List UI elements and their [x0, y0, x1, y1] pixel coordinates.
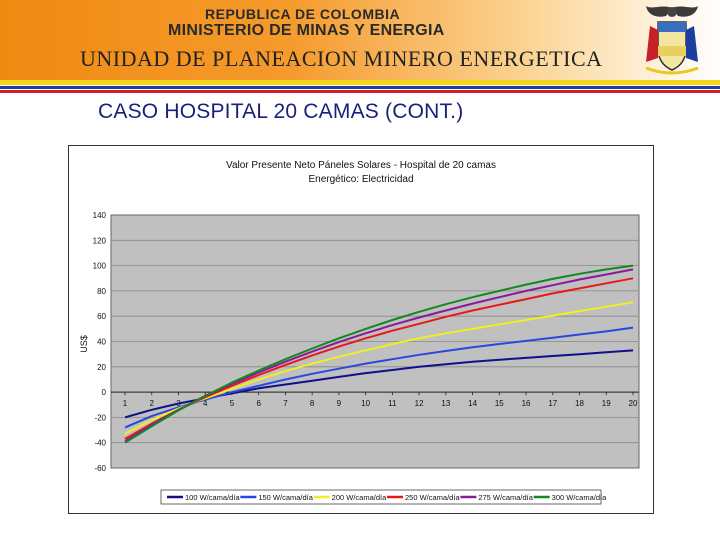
- x-tick-label: 10: [361, 399, 370, 408]
- header-unit: UNIDAD DE PLANEACION MINERO ENERGETICA: [80, 46, 603, 71]
- series-line-2: [124, 326, 634, 429]
- x-tick-label: 2: [150, 399, 155, 408]
- x-tick-label: 11: [388, 399, 397, 408]
- y-axis-label: US$: [79, 335, 89, 353]
- y-tick-label: 140: [93, 211, 107, 220]
- x-tick-label: 1: [123, 399, 128, 408]
- legend-label-1: 100 W/cama/día: [185, 493, 240, 502]
- legend-label-5: 275 W/cama/día: [478, 493, 533, 502]
- flag-stripes: [0, 80, 720, 96]
- x-tick-label: 14: [468, 399, 477, 408]
- header-ministry: MINISTERIO DE MINAS Y ENERGIA: [168, 22, 445, 39]
- y-tick-label: 80: [97, 287, 106, 296]
- y-tick-label: -40: [94, 439, 106, 448]
- chart-title: Valor Presente Neto Páneles Solares - Ho…: [226, 160, 496, 171]
- series-line-3: [124, 301, 634, 435]
- slide-title: CASO HOSPITAL 20 CAMAS (CONT.): [98, 100, 464, 123]
- legend-label-3: 200 W/cama/día: [332, 493, 387, 502]
- x-tick-label: 18: [575, 399, 584, 408]
- series-line-4: [124, 277, 634, 440]
- x-tick-label: 8: [310, 399, 315, 408]
- x-tick-label: 7: [283, 399, 288, 408]
- x-tick-label: 6: [256, 399, 261, 408]
- y-tick-label: 0: [102, 388, 107, 397]
- vpn-line-chart: Valor Presente Neto Páneles Solares - Ho…: [79, 160, 640, 505]
- x-tick-label: 12: [415, 399, 424, 408]
- x-tick-label: 5: [230, 399, 235, 408]
- x-tick-label: 9: [337, 399, 342, 408]
- y-tick-label: 40: [97, 338, 106, 347]
- legend-box: [160, 489, 602, 505]
- x-tick-label: 16: [522, 399, 531, 408]
- y-tick-label: -60: [94, 464, 106, 473]
- flag-stripe-blue: [0, 86, 720, 89]
- header-banner: REPUBLICA DE COLOMBIA MINISTERIO DE MINA…: [0, 0, 720, 80]
- legend-label-6: 300 W/cama/día: [552, 493, 607, 502]
- legend-label-2: 150 W/cama/día: [258, 493, 313, 502]
- x-tick-label: 20: [629, 399, 638, 408]
- x-tick-label: 19: [602, 399, 611, 408]
- x-tick-label: 15: [495, 399, 504, 408]
- header-country: REPUBLICA DE COLOMBIA: [205, 6, 401, 22]
- y-tick-label: 120: [93, 236, 107, 245]
- y-tick-label: 20: [97, 363, 106, 372]
- chart-frame: Valor Presente Neto Páneles Solares - Ho…: [68, 145, 654, 514]
- y-tick-label: -20: [94, 413, 106, 422]
- coat-of-arms-icon: [645, 6, 699, 75]
- series-line-6: [124, 264, 634, 444]
- y-tick-label: 100: [93, 262, 107, 271]
- flag-stripe-red: [0, 90, 720, 93]
- x-tick-label: 17: [548, 399, 557, 408]
- x-tick-label: 13: [441, 399, 450, 408]
- flag-stripe-yellow: [0, 80, 720, 85]
- x-tick-label: 4: [203, 399, 208, 408]
- chart-subtitle: Energético: Electricidad: [308, 174, 413, 185]
- y-tick-label: 60: [97, 312, 106, 321]
- legend-label-4: 250 W/cama/día: [405, 493, 460, 502]
